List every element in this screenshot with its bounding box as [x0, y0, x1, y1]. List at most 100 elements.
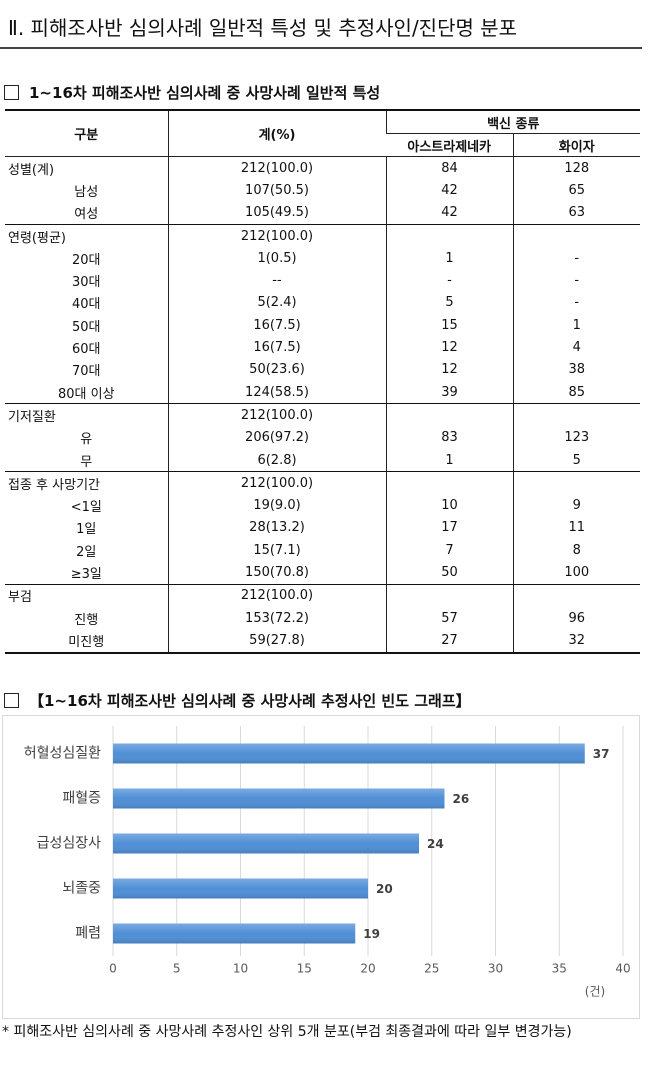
table-cell: 15 [385, 314, 513, 337]
table-row: 여성 105(49.5) 42 63 [5, 201, 640, 225]
table-cell: 85 [512, 380, 640, 404]
row-label: 기저질환 [8, 409, 56, 425]
table-cell [512, 403, 640, 427]
table-block: 성별(계) 212(100.0) 84 128 남성 107(50.5) 42 65 여성 105… [5, 156, 640, 225]
x-unit-label: (건) [585, 985, 605, 999]
table-cell: 50(23.6) [167, 358, 386, 381]
bar-shade [113, 743, 585, 764]
row-label: 무 [80, 454, 93, 470]
table-cell: 59(27.8) [167, 629, 386, 653]
table-cell: 212(100.0) [167, 403, 386, 427]
row-label: 50대 [71, 319, 101, 335]
table-row: 미진행 59(27.8) 27 32 [5, 629, 640, 653]
row-label: <1일 [70, 500, 102, 516]
table-cell: 11 [512, 516, 640, 540]
table-header: 구분 계(%) 백신 종류 아스트라제네카 화이자 [5, 109, 640, 157]
header-cell: 아스트라제네카 [386, 133, 513, 157]
table-cell: 5 [512, 448, 640, 472]
table-cell: 128 [512, 156, 640, 180]
y-tick-label: 허혈성심질환 [24, 746, 101, 762]
row-label: 접종 후 사망기간 [8, 477, 100, 493]
table-cell: 206(97.2) [167, 426, 386, 449]
table-cell: 12 [385, 336, 513, 359]
table-cell: 15(7.1) [167, 539, 386, 562]
value-label: 37 [593, 747, 610, 761]
stats-table: 구분 계(%) 백신 종류 아스트라제네카 화이자 성별(계) 212(100.0… [5, 109, 640, 654]
table-cell: 100 [512, 561, 640, 585]
bar-shade [113, 788, 445, 809]
table-row: 1일 28(13.2) 17 11 [5, 516, 640, 540]
table-row: 80대 이상 124(58.5) 39 85 [5, 380, 640, 404]
row-label: 진행 [74, 612, 99, 628]
table-cell: 19(9.0) [167, 494, 386, 517]
table-cell: 212(100.0) [167, 471, 386, 495]
table-row: 70대 50(23.6) 12 38 [5, 358, 640, 381]
table-cell: 96 [512, 606, 640, 630]
table-cell: 1 [385, 448, 513, 472]
table-cell: 83 [385, 426, 513, 449]
bar-shade [113, 833, 419, 854]
chart-heading: 【1~16차 피해조사반 심의사례 중 사망사례 추정사인 빈도 그래프】 [4, 690, 471, 711]
table-cell: 105(49.5) [167, 201, 386, 225]
table-row: 무 6(2.8) 1 5 [5, 448, 640, 472]
table-cell: 27 [385, 629, 513, 653]
section-heading: 1~16차 피해조사반 심의사례 중 사망사례 일반적 특성 [4, 82, 380, 103]
row-label: 여성 [74, 207, 99, 223]
x-tick-label: 40 [615, 962, 630, 976]
table-cell: 107(50.5) [167, 179, 386, 202]
table-cell: 212(100.0) [167, 224, 386, 248]
table-cell: 28(13.2) [167, 516, 386, 540]
checkbox-icon [4, 85, 19, 100]
y-tick-label: 뇌졸중 [62, 881, 101, 897]
table-cell: 9 [512, 494, 640, 517]
table-row: ≥3일 150(70.8) 50 100 [5, 561, 640, 585]
table-cell: - [512, 291, 640, 315]
table-cell: 150(70.8) [167, 561, 386, 585]
table-cell: 212(100.0) [167, 584, 386, 607]
table-block: 접종 후 사망기간 212(100.0) <1일 19(9.0) 10 9 1일 28(13.… [5, 471, 640, 585]
y-tick-label: 급성심장사 [37, 836, 102, 852]
table-cell: 1(0.5) [167, 247, 386, 270]
table-cell: 12 [385, 358, 513, 381]
table-row: 부검 212(100.0) [5, 584, 640, 607]
row-label: 남성 [74, 184, 99, 200]
row-label: ≥3일 [70, 566, 102, 582]
y-tick-label: 폐렴 [75, 926, 101, 942]
table-cell [385, 471, 513, 495]
header-cell: 구분 [5, 109, 168, 157]
section-title: 1~16차 피해조사반 심의사례 중 사망사례 일반적 특성 [29, 84, 381, 102]
value-label: 26 [453, 792, 470, 806]
y-tick-label: 패혈증 [62, 791, 101, 807]
table-cell: 63 [512, 201, 640, 225]
table-row: 접종 후 사망기간 212(100.0) [5, 471, 640, 495]
table-cell: 39 [385, 380, 513, 404]
row-label: 유 [80, 432, 93, 448]
table-cell: 65 [512, 179, 640, 202]
row-label: 2일 [76, 544, 97, 560]
table-row: 유 206(97.2) 83 123 [5, 426, 640, 449]
x-tick-label: 15 [297, 962, 312, 976]
row-label: 부검 [8, 590, 32, 606]
table-row: 20대 1(0.5) 1- [5, 247, 640, 270]
checkbox-icon [4, 693, 19, 708]
row-label: 70대 [71, 364, 101, 380]
table-cell: 42 [385, 201, 513, 225]
document-title: Ⅱ. 피해조사반 심의사례 일반적 특성 및 추정사인/진단명 분포 [8, 16, 518, 40]
bar-shade [113, 878, 368, 899]
x-tick-label: 25 [424, 962, 439, 976]
table-cell: 10 [385, 494, 513, 517]
table-cell: 50 [385, 561, 513, 585]
table-row: 기저질환 212(100.0) [5, 403, 640, 427]
table-row: <1일 19(9.0) 10 9 [5, 494, 640, 517]
table-row: 2일 15(7.1) 7 8 [5, 539, 640, 562]
header-cell: 화이자 [512, 133, 640, 157]
header-cell: 백신 종류 [385, 109, 640, 134]
table-cell: 42 [385, 179, 513, 202]
table-cell [385, 224, 513, 248]
table-cell: 4 [512, 336, 640, 359]
table-row: 50대 16(7.5) 15 1 [5, 314, 640, 337]
table-cell: 32 [512, 629, 640, 653]
table-cell: 1 [385, 247, 513, 270]
table-cell: - [512, 247, 640, 270]
